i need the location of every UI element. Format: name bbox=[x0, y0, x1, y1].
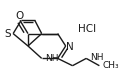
Text: HCl: HCl bbox=[78, 24, 96, 34]
Text: NH: NH bbox=[90, 53, 103, 62]
Text: NH: NH bbox=[45, 54, 59, 63]
Text: CH₃: CH₃ bbox=[102, 61, 119, 70]
Text: N: N bbox=[66, 42, 74, 52]
Text: O: O bbox=[16, 11, 24, 21]
Text: S: S bbox=[5, 29, 11, 39]
